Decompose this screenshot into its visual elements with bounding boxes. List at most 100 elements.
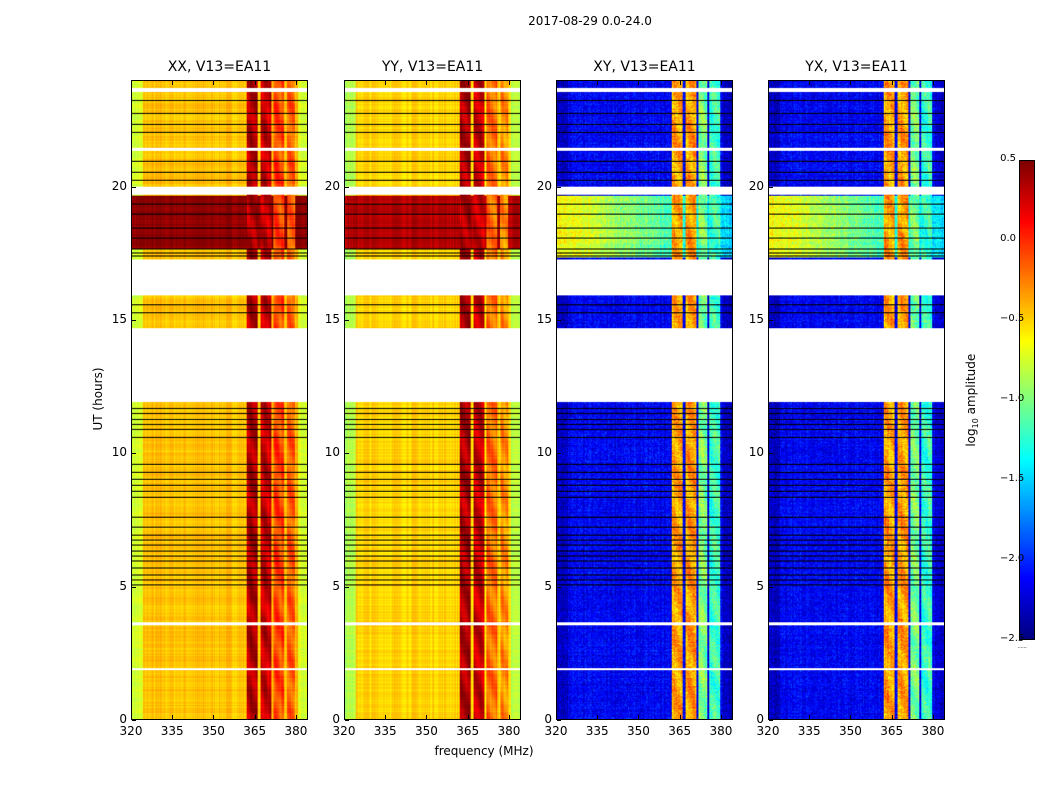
panel-title: YY, V13=EA11 [381,59,484,75]
x-tick-mark [597,715,599,719]
y-tick-mark [345,720,349,721]
x-tick-mark [679,81,681,85]
colorbar-tick-label: −1.0 [1000,393,1025,404]
y-tick-label: 20 [536,178,552,193]
colorbar-tick-label: 0.5 [1000,153,1016,164]
x-tick-mark [385,715,387,719]
y-tick-mark [345,186,349,188]
x-tick-mark [768,81,769,85]
x-tick-mark [295,715,297,719]
colorbar-tick-label: −2.5 [1000,633,1025,644]
x-tick-label: 335 [585,724,609,738]
x-tick-mark [932,715,934,719]
y-tick-mark [132,453,136,455]
x-tick-mark [768,715,769,719]
y-tick-mark [769,586,773,588]
y-tick-label: 10 [111,445,127,460]
x-tick-mark [344,715,345,719]
x-tick-mark [426,81,428,85]
x-tick-mark [385,81,387,85]
colorbar-tick-label: −1.5 [1000,473,1025,484]
x-tick-label: 380 [284,724,308,738]
heatmap-3 [768,80,945,720]
y-tick-label: 15 [111,312,127,326]
y-tick-label: 15 [748,312,764,326]
x-tick-label: 320 [544,724,568,738]
panel-title: XX, V13=EA11 [167,59,272,75]
x-tick-mark [850,81,852,85]
y-tick-mark [557,453,561,455]
x-tick-label: 365 [456,724,480,738]
x-tick-mark [891,81,893,85]
x-tick-mark [213,715,215,719]
y-tick-mark [132,586,136,588]
y-tick-mark [769,186,773,188]
x-tick-mark [638,81,640,85]
y-tick-mark [557,586,561,588]
x-tick-label: 350 [839,724,862,738]
y-tick-label: 15 [324,312,340,326]
x-tick-mark [809,81,811,85]
x-tick-mark [467,81,469,85]
y-tick-label: 20 [111,178,127,193]
colorbar [1019,160,1035,640]
panel-title: XY, V13=EA11 [593,59,696,75]
x-tick-mark [720,81,722,85]
x-tick-mark [172,81,174,85]
y-tick-mark [769,720,773,721]
heatmap-0 [131,80,308,720]
x-tick-label: 350 [627,724,650,738]
y-tick-mark [132,320,136,321]
y-tick-label: 0 [119,712,127,726]
x-tick-mark [679,715,681,719]
heatmap-2 [556,80,733,720]
y-tick-mark [557,186,561,188]
x-tick-mark [254,715,256,719]
y-tick-mark [345,453,349,455]
y-tick-mark [769,320,773,321]
y-tick-label: 10 [536,445,552,460]
x-tick-mark [467,715,469,719]
y-tick-label: 5 [756,578,764,593]
x-tick-mark [213,81,215,85]
colorbar-label-sub: 10 [971,418,981,429]
y-tick-label: 20 [748,178,764,193]
x-axis-label: frequency (MHz) [434,744,534,758]
x-tick-mark [932,81,934,85]
x-tick-label: 335 [160,724,184,738]
x-tick-mark [638,715,640,719]
x-tick-label: 350 [415,724,438,738]
figure-suptitle: 2017-08-29 0.0-24.0 [528,14,652,28]
x-tick-label: 320 [119,724,143,738]
x-tick-mark [556,81,557,85]
x-tick-label: 380 [921,724,945,738]
y-tick-label: 0 [756,712,764,726]
y-tick-label: 15 [536,312,552,326]
y-tick-mark [557,320,561,321]
x-tick-mark [556,715,557,719]
y-tick-label: 5 [544,578,552,593]
y-tick-mark [132,186,136,188]
x-tick-mark [720,715,722,719]
colorbar-label-log: log [963,428,978,447]
x-tick-label: 335 [373,724,397,738]
x-tick-label: 380 [497,724,521,738]
x-tick-mark [426,715,428,719]
x-tick-mark [131,81,132,85]
colorbar-tick-label: −2.0 [1000,553,1025,564]
x-tick-mark [891,715,893,719]
colorbar-label: log10 amplitude [964,340,980,460]
x-tick-mark [344,81,345,85]
heatmap-1 [344,80,521,720]
x-tick-mark [172,715,174,719]
y-axis-label: UT (hours) [91,367,105,431]
x-tick-label: 335 [797,724,821,738]
x-tick-mark [295,81,297,85]
x-tick-mark [131,715,132,719]
panel-title: YX, V13=EA11 [805,59,908,75]
colorbar-tick-label: 0.0 [1000,233,1016,244]
x-tick-mark [809,715,811,719]
colorbar-dots: ...... [1017,641,1027,650]
x-tick-label: 365 [880,724,904,738]
